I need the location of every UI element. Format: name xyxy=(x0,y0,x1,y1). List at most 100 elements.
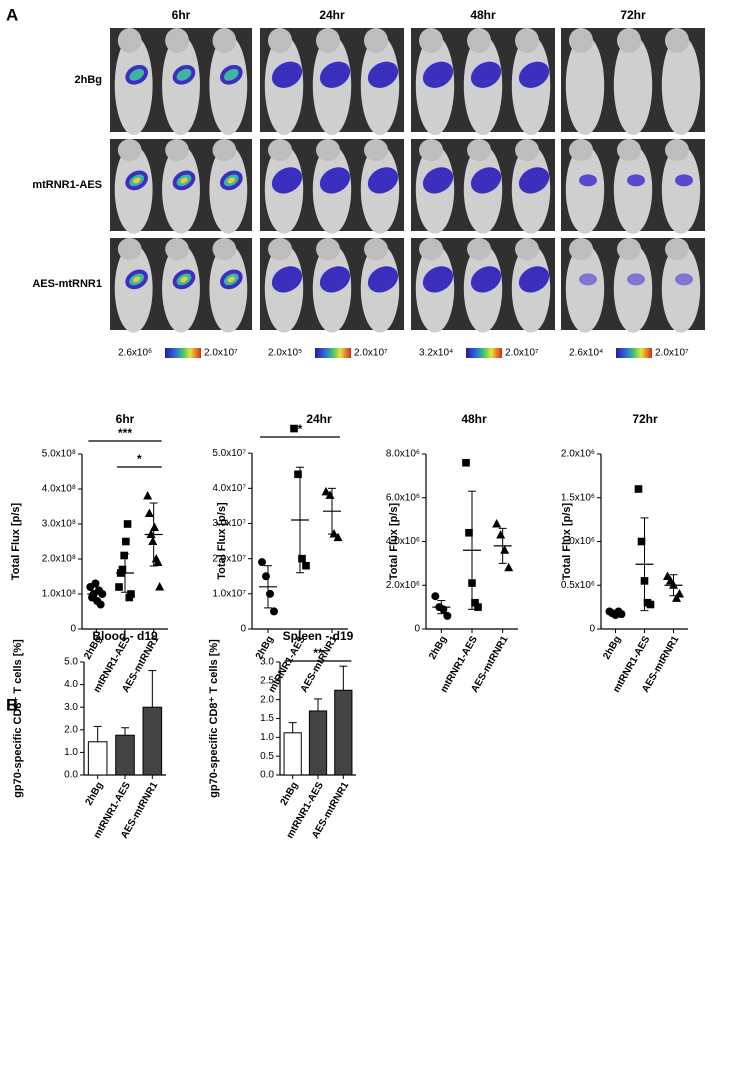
mouse-head xyxy=(212,139,237,162)
chart-title: 24hr xyxy=(306,412,332,426)
mouse-body xyxy=(661,244,701,333)
signal xyxy=(422,61,454,88)
significance-label: * xyxy=(298,422,303,436)
y-tick-label: 0 xyxy=(70,624,76,635)
signal xyxy=(271,266,303,293)
data-point xyxy=(321,486,331,496)
y-tick-label: 2.0 xyxy=(64,724,78,735)
significance-label: * xyxy=(137,452,142,466)
bar xyxy=(142,706,163,776)
chart-title: Blood - d19 xyxy=(92,629,158,643)
data-point xyxy=(637,537,646,546)
panel-label: A xyxy=(6,5,18,24)
data-point xyxy=(504,562,514,572)
y-tick-label: 1.0 xyxy=(64,747,78,758)
signal xyxy=(470,167,502,194)
mouse-head xyxy=(665,139,689,162)
bar xyxy=(115,734,135,776)
signal-hot xyxy=(227,177,236,184)
mouse-head xyxy=(364,139,388,162)
y-tick-label: 0 xyxy=(414,624,420,635)
data-point xyxy=(465,528,473,537)
data-point xyxy=(298,554,306,563)
data-point xyxy=(258,558,266,567)
mouse-head xyxy=(617,238,641,261)
data-point xyxy=(646,600,655,609)
y-axis-label: gp70-specific CD8⁺ T cells [%] xyxy=(208,639,220,798)
mouse-body xyxy=(565,145,605,234)
mouse-head xyxy=(515,139,539,162)
y-tick-label: 0.0 xyxy=(64,770,78,781)
data-point xyxy=(118,565,127,574)
bar xyxy=(334,689,353,776)
signal xyxy=(319,167,351,194)
signal xyxy=(627,273,645,286)
data-point xyxy=(329,529,339,538)
signal xyxy=(319,61,351,88)
y-tick-label: 8.0x10⁶ xyxy=(386,449,420,460)
signal xyxy=(271,61,303,88)
y-tick-label: 4.0x10⁸ xyxy=(42,484,76,495)
x-tick-label: 2hBg xyxy=(84,780,106,807)
mouse-head xyxy=(316,238,340,261)
data-point xyxy=(127,590,135,598)
mouse-head xyxy=(117,238,142,261)
data-point xyxy=(96,600,105,609)
mouse-head xyxy=(467,139,491,162)
signal xyxy=(319,266,351,293)
signal xyxy=(518,266,550,293)
mouse-head xyxy=(515,28,539,53)
row-label: AES-mtRNR1 xyxy=(32,278,102,290)
y-tick-label: 0.5x10⁶ xyxy=(561,580,595,591)
timepoint-header: 24hr xyxy=(319,8,345,22)
data-point xyxy=(153,557,163,566)
data-point xyxy=(115,583,123,591)
signal xyxy=(579,174,597,187)
mouse-head xyxy=(617,28,641,53)
signal-hot xyxy=(180,276,188,283)
y-tick-label: 1.5 xyxy=(260,713,274,724)
mouse-head xyxy=(268,28,292,53)
data-point xyxy=(122,537,130,546)
signal xyxy=(518,61,550,88)
data-point xyxy=(302,561,310,570)
y-axis-label: Total Flux [p/s] xyxy=(216,502,228,580)
signal xyxy=(271,167,303,194)
mouse-head xyxy=(569,139,593,162)
y-tick-label: 3.0x10⁸ xyxy=(42,519,76,530)
signal-hot xyxy=(227,276,236,283)
y-tick-label: 1.0x10⁶ xyxy=(561,536,595,547)
mouse-body xyxy=(162,35,200,136)
y-tick-label: 1.0x10⁸ xyxy=(42,589,76,600)
mouse-body xyxy=(661,145,701,234)
y-tick-label: 3.0x10⁷ xyxy=(212,518,246,529)
y-axis-label: Total Flux [p/s] xyxy=(561,502,573,580)
signal xyxy=(470,266,502,293)
chart-title: 48hr xyxy=(461,412,487,426)
mouse-head xyxy=(515,238,539,261)
y-tick-label: 0.0 xyxy=(260,770,274,781)
chart-title: 6hr xyxy=(116,412,135,426)
mouse-head xyxy=(419,139,443,162)
data-point xyxy=(431,592,440,601)
y-tick-label: 3.0 xyxy=(64,702,78,713)
color-scale xyxy=(165,348,201,358)
mouse-body xyxy=(613,145,653,234)
data-point xyxy=(443,611,452,620)
data-point xyxy=(120,551,128,560)
y-tick-label: 2.5 xyxy=(260,675,274,686)
signal-core xyxy=(129,68,145,81)
y-tick-label: 2.0x10⁶ xyxy=(561,449,595,460)
x-tick-label: 2hBg xyxy=(279,780,301,807)
mouse-head xyxy=(117,28,142,53)
y-tick-label: 4.0x10⁶ xyxy=(386,536,420,547)
y-tick-label: 1.0x10⁷ xyxy=(212,588,246,599)
mouse-body xyxy=(114,35,153,136)
timepoint-header: 6hr xyxy=(172,8,191,22)
data-point xyxy=(148,536,158,545)
signal xyxy=(579,273,597,286)
y-tick-label: 4.0x10⁷ xyxy=(212,483,246,494)
signal xyxy=(627,174,645,187)
y-tick-label: 2.0x10⁸ xyxy=(42,554,76,565)
